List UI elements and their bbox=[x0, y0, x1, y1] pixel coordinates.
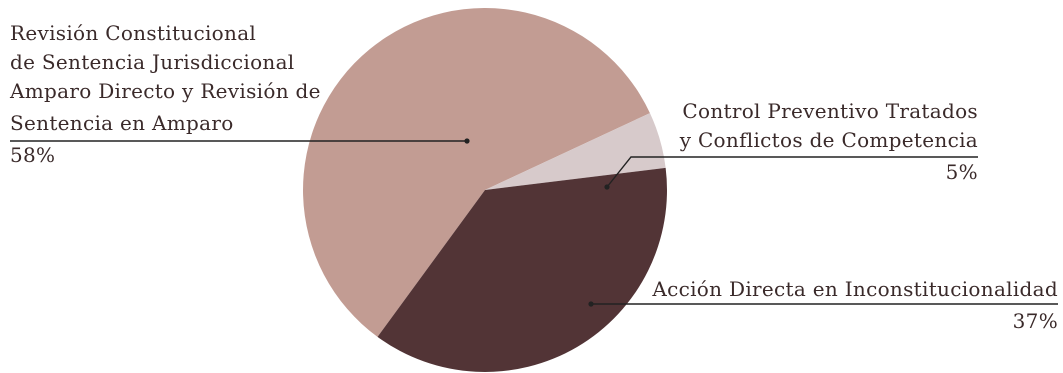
label-revision-line1: Revisión Constitucional bbox=[10, 21, 256, 45]
label-accion-line1: Acción Directa en Inconstitucionalidad bbox=[651, 277, 1058, 301]
pie-slice-accion bbox=[377, 167, 667, 373]
value-label-revision: 58% bbox=[10, 143, 55, 167]
label-revision-line2: de Sentencia Jurisdiccional bbox=[10, 50, 295, 74]
label-revision-line3: Amparo Directo y Revisión de bbox=[9, 79, 321, 103]
leader-line-control bbox=[606, 156, 978, 188]
label-control-line1: Control Preventivo Tratados bbox=[682, 99, 978, 123]
label-revision-line4: Sentencia en Amparo bbox=[10, 111, 234, 135]
slice-label-control: Control Preventivo Tratados y Conflictos… bbox=[604, 99, 978, 190]
slice-label-accion: Acción Directa en Inconstitucionalidad 3… bbox=[588, 277, 1058, 333]
leader-dot-accion bbox=[588, 301, 594, 307]
pie-slice-revision bbox=[303, 8, 650, 337]
value-label-control: 5% bbox=[946, 160, 978, 184]
slice-label-revision: Revisión Constitucional de Sentencia Jur… bbox=[9, 21, 470, 167]
leader-dot-revision bbox=[464, 138, 470, 144]
label-control-line2: y Conflictos de Competencia bbox=[679, 128, 978, 152]
value-label-accion: 37% bbox=[1013, 309, 1058, 333]
leader-dot-control bbox=[604, 184, 610, 190]
